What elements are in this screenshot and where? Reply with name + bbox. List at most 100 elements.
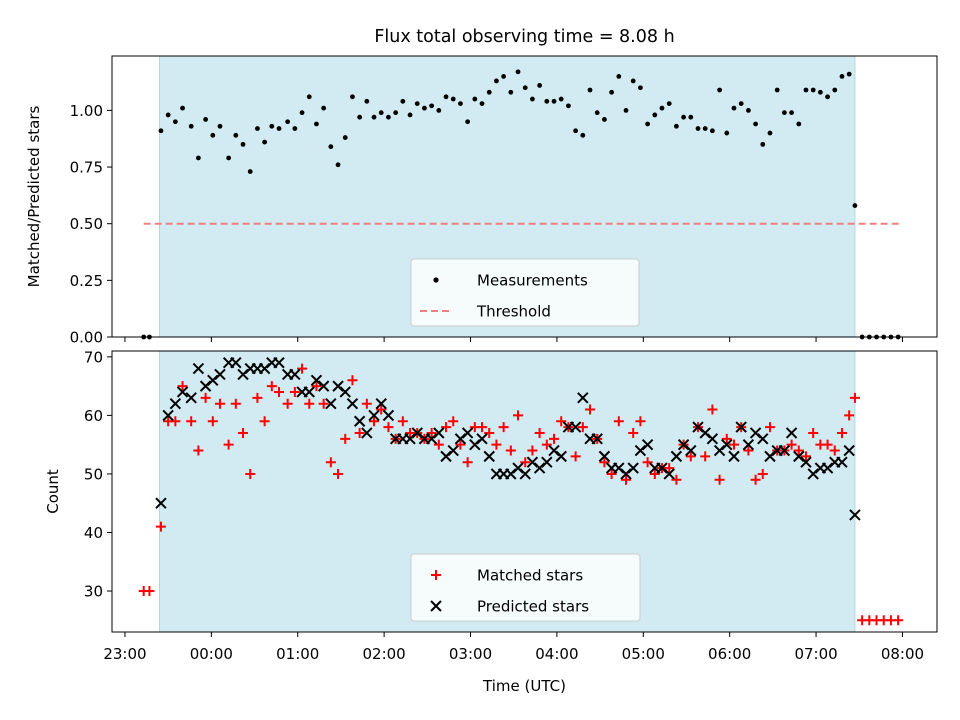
matched-point bbox=[556, 416, 567, 427]
matched-point bbox=[333, 468, 344, 479]
measurement-point bbox=[839, 73, 845, 79]
y-tick-label: 40 bbox=[84, 524, 103, 542]
measurement-point bbox=[760, 141, 766, 147]
y-tick-label: 0.00 bbox=[70, 329, 103, 347]
measurement-point bbox=[386, 114, 391, 120]
predicted-point bbox=[317, 380, 330, 392]
x-tick-label: 01:00 bbox=[276, 645, 319, 663]
measurement-point bbox=[852, 203, 858, 208]
measurement-point bbox=[558, 96, 564, 102]
matched-point bbox=[207, 416, 218, 427]
predicted-point bbox=[598, 450, 611, 463]
measurement-point bbox=[158, 128, 164, 134]
predicted-point bbox=[569, 421, 582, 433]
matched-point bbox=[721, 433, 732, 444]
matched-point bbox=[498, 422, 509, 433]
predicted-point bbox=[176, 386, 189, 398]
measurement-point bbox=[465, 119, 471, 125]
measurement-point bbox=[709, 128, 715, 134]
matched-point bbox=[844, 410, 855, 421]
measurement-point bbox=[623, 107, 629, 113]
matched-point bbox=[311, 381, 322, 392]
measurement-point bbox=[803, 87, 809, 93]
predicted-point bbox=[849, 509, 861, 521]
predicted-point bbox=[155, 497, 167, 509]
matched-point bbox=[376, 404, 387, 415]
measurement-point bbox=[767, 130, 773, 136]
measurement-point bbox=[458, 101, 463, 106]
matched-point bbox=[448, 416, 459, 427]
predicted-point bbox=[757, 433, 769, 445]
measurement-point bbox=[180, 105, 185, 111]
measurement-point bbox=[364, 98, 370, 104]
predicted-point bbox=[353, 415, 366, 427]
measurement-point bbox=[810, 87, 816, 93]
matched-point bbox=[462, 457, 473, 468]
matched-point bbox=[520, 457, 531, 468]
predicted-point bbox=[461, 427, 474, 439]
measurement-point bbox=[515, 69, 521, 75]
measurement-point bbox=[846, 71, 852, 77]
measurement-point bbox=[609, 89, 615, 95]
predicted-point bbox=[800, 456, 812, 468]
measurement-point bbox=[414, 101, 420, 106]
measurement-point bbox=[724, 130, 730, 136]
top-panel: 0.00 0.25 0.50 0.75 1.00 Matched/Predicted st… bbox=[25, 55, 938, 347]
axes-frame bbox=[111, 55, 938, 338]
predicted-point bbox=[214, 368, 226, 381]
x-tick-label: 08:00 bbox=[881, 645, 924, 663]
measurement-point bbox=[407, 112, 413, 118]
measurement-point bbox=[165, 112, 171, 118]
legend-box bbox=[410, 553, 641, 622]
matched-point bbox=[664, 463, 675, 474]
x-tick-label: 23:00 bbox=[103, 645, 146, 663]
matched-point bbox=[893, 615, 904, 626]
matched-point bbox=[433, 439, 444, 450]
matched-point bbox=[513, 410, 524, 421]
matched-point bbox=[577, 422, 588, 433]
matched-point bbox=[259, 416, 270, 427]
matched-point bbox=[750, 474, 761, 485]
matched-point bbox=[223, 439, 234, 450]
measurement-point bbox=[494, 78, 499, 84]
predicted-point bbox=[375, 397, 387, 410]
legend-marker-measurements bbox=[433, 277, 439, 283]
measurement-point bbox=[371, 114, 377, 120]
measurement-point bbox=[522, 85, 528, 91]
y-tick-label: 50 bbox=[84, 465, 103, 483]
predicted-point bbox=[742, 438, 755, 451]
y-tick-label: 0.75 bbox=[70, 159, 103, 177]
measurement-point bbox=[321, 105, 327, 111]
matched-point bbox=[274, 386, 285, 397]
matched-point bbox=[347, 375, 358, 386]
y-tick-label: 70 bbox=[84, 348, 103, 366]
matched-point bbox=[793, 445, 804, 456]
measurement-point bbox=[645, 121, 651, 127]
measurement-point bbox=[357, 114, 363, 120]
matched-point bbox=[484, 427, 495, 438]
matched-point bbox=[214, 398, 225, 409]
measurement-point bbox=[378, 110, 384, 116]
measurement-point bbox=[745, 107, 751, 113]
matched-point bbox=[282, 398, 293, 409]
predicted-point bbox=[735, 421, 747, 433]
matched-point bbox=[808, 427, 819, 438]
measurement-point bbox=[537, 83, 543, 88]
matched-point bbox=[671, 474, 682, 485]
predicted-point bbox=[185, 392, 197, 404]
x-tick-label: 04:00 bbox=[535, 645, 578, 663]
measurement-point bbox=[342, 135, 348, 140]
measurement-point bbox=[832, 87, 838, 93]
matched-point bbox=[707, 404, 718, 415]
matched-point bbox=[800, 451, 811, 462]
measurement-point bbox=[789, 110, 794, 116]
measurement-point bbox=[551, 98, 557, 104]
measurement-point bbox=[195, 155, 201, 161]
legend-marker-matched bbox=[431, 570, 441, 580]
measurement-point bbox=[240, 141, 246, 147]
measurement-point bbox=[717, 87, 722, 93]
y-tick-label: 30 bbox=[84, 583, 103, 601]
matched-point bbox=[177, 381, 188, 392]
matched-point bbox=[786, 439, 797, 450]
x-tick-label: 06:00 bbox=[708, 645, 751, 663]
